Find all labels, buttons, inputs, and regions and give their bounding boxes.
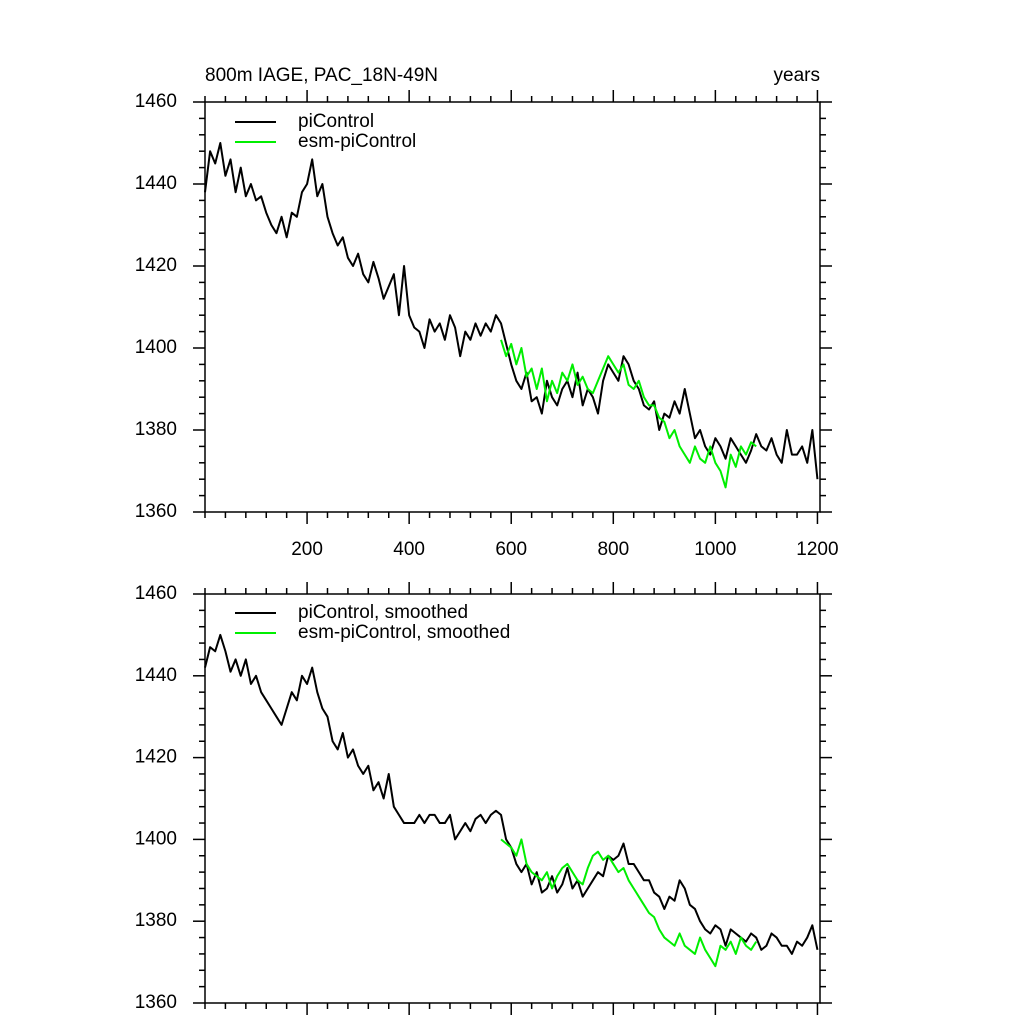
y-tick-label: 1360 — [135, 992, 177, 1013]
y-tick-label: 1440 — [135, 665, 177, 686]
y-tick-label: 1460 — [135, 91, 177, 112]
y-tick-label: 1420 — [135, 747, 177, 768]
x-tick-label: 400 — [393, 539, 425, 560]
x-tick-label: 1000 — [694, 539, 736, 560]
series-line — [500, 838, 758, 968]
legend-label: piControl — [298, 111, 374, 132]
x-tick-label: 1200 — [796, 539, 838, 560]
plot-frame — [204, 593, 821, 1004]
x-tick-label: 800 — [597, 539, 629, 560]
x-tick-label: 200 — [291, 539, 323, 560]
y-tick-label: 1380 — [135, 910, 177, 931]
y-tick-label: 1380 — [135, 419, 177, 440]
legend-label: piControl, smoothed — [298, 602, 468, 623]
plot-frame — [204, 101, 821, 513]
series-line — [500, 339, 757, 489]
y-tick-label: 1400 — [135, 828, 177, 849]
y-tick-label: 1440 — [135, 173, 177, 194]
y-tick-label: 1400 — [135, 337, 177, 358]
y-tick-label: 1360 — [135, 501, 177, 522]
chart-title: 800m IAGE, PAC_18N-49N — [205, 65, 438, 86]
y-tick-label: 1420 — [135, 255, 177, 276]
series-line — [204, 633, 819, 955]
axis-units: years — [774, 65, 820, 86]
legend-label: esm-piControl, smoothed — [298, 622, 510, 643]
x-tick-label: 600 — [495, 539, 527, 560]
legend-label: esm-piControl — [298, 131, 416, 152]
series-line — [204, 142, 819, 480]
y-tick-label: 1460 — [135, 583, 177, 604]
